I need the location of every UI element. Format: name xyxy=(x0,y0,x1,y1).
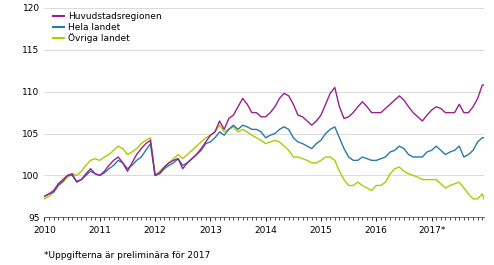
Text: *Uppgifterna är preliminära för 2017: *Uppgifterna är preliminära för 2017 xyxy=(44,251,211,260)
Legend: Huvudstadsregionen, Hela landet, Övriga landet: Huvudstadsregionen, Hela landet, Övriga … xyxy=(53,12,162,43)
